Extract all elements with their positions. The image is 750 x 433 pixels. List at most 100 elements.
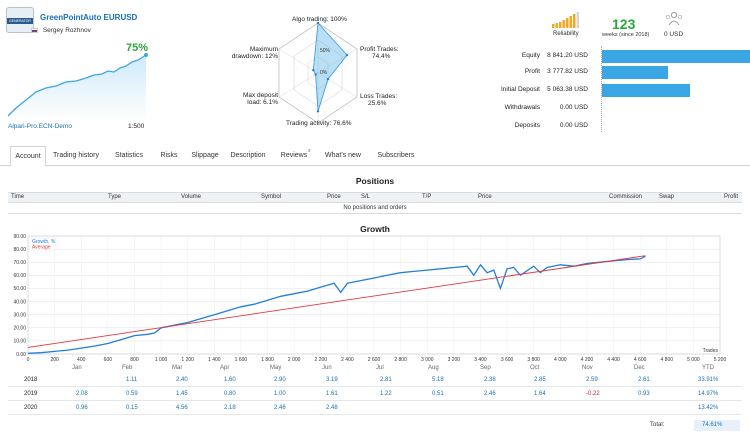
month-return: 2.46 xyxy=(484,391,496,397)
positions-title: Positions xyxy=(355,176,395,186)
x-tick-label: 4 000 xyxy=(554,357,567,363)
x-tick-label: 200 xyxy=(50,357,59,363)
radar-label-activity: Trading activity: 76.6% xyxy=(286,120,352,127)
growth-chart: 0.00 10.00 20.00 30.00 40.00 50.00 60.00 70.00 8… xyxy=(13,234,727,363)
tab-what-s-new[interactable]: What's new xyxy=(325,152,361,159)
x-tick-label: 3 400 xyxy=(474,357,487,363)
positions-header: Time Type Volume Symbol Price S/L T/P Price Comm… xyxy=(8,192,742,203)
x-tick-label: 4 200 xyxy=(581,357,594,363)
x-tick-label: 3 000 xyxy=(421,357,434,363)
month-return: 0.96 xyxy=(76,405,88,411)
radar-point xyxy=(316,22,320,25)
tab-statistics[interactable]: Statistics xyxy=(114,152,143,159)
radar-load-title: Max deposit xyxy=(242,92,278,99)
month-header: Sep xyxy=(480,365,491,371)
x-axis-label: Trades xyxy=(703,348,719,354)
month-header: Jun xyxy=(322,365,332,371)
month-return: 2.40 xyxy=(176,377,188,383)
month-header: Apr xyxy=(220,365,230,371)
x-tick-label: 1 200 xyxy=(181,357,194,363)
tab-trading-history[interactable]: Trading history xyxy=(52,152,100,159)
year-label: 2020 xyxy=(24,405,38,411)
x-tick-label: 1 000 xyxy=(155,357,168,363)
radar-loss-title: Loss Trades: xyxy=(360,93,398,100)
x-tick-label: 2 800 xyxy=(394,357,407,363)
month-return: 2.59 xyxy=(586,377,598,383)
ytd-value: 14.97% xyxy=(698,391,719,397)
tab-account[interactable]: Account xyxy=(10,146,46,167)
radar-point xyxy=(314,73,317,76)
radar-label-drawdown: Maximum drawdown: 12% xyxy=(226,46,278,60)
x-tick-label: 4 800 xyxy=(661,357,674,363)
tab-risks[interactable]: Risks xyxy=(160,152,178,159)
month-header: Oct xyxy=(530,365,540,371)
logo-label: GENERATOR xyxy=(7,18,33,24)
plot-area xyxy=(27,235,721,355)
x-tick-label: 5 200 xyxy=(714,357,727,363)
balance-value: 0.00 USD xyxy=(559,104,588,111)
positions-col-volume[interactable]: Volume xyxy=(181,194,202,200)
growth-percent: 75% xyxy=(126,42,149,54)
positions-col-swap[interactable]: Swap xyxy=(659,194,675,200)
positions-col-type[interactable]: Type xyxy=(108,194,122,200)
author-name[interactable]: Sergey Rozhnov xyxy=(42,27,91,34)
tab-description[interactable]: Description xyxy=(230,152,266,159)
positions-col-time[interactable]: Time xyxy=(11,194,25,200)
reliability-label: Reliability xyxy=(553,31,579,37)
x-tick-label: 3 800 xyxy=(527,357,540,363)
tab-bar: Account Trading history Statistics Risks Sli… xyxy=(0,146,750,167)
y-tick-label: 30.00 xyxy=(13,312,26,318)
x-tick-label: 1 400 xyxy=(208,357,221,363)
year-label: 2019 xyxy=(24,391,38,397)
month-header: Nov xyxy=(582,365,593,371)
month-header: Feb xyxy=(122,365,133,371)
month-return: 2.48 xyxy=(326,405,338,411)
tab-slippage[interactable]: Slippage xyxy=(191,152,219,159)
year-row: 2019 2.08 0.59 1.45 0.80 1.00 1.61 1.22 0.51 2.46… xyxy=(8,388,742,401)
month-return: 1.64 xyxy=(534,391,546,397)
reviews-count-badge: 3 xyxy=(308,148,311,153)
balance-bar xyxy=(602,66,668,79)
positions-col-price[interactable]: Price xyxy=(478,194,492,200)
positions-col-symbol[interactable]: Symbol xyxy=(261,194,282,200)
month-return: 2.61 xyxy=(638,377,650,383)
growth-series-line xyxy=(27,255,646,354)
radar-ring-0: 0% xyxy=(320,70,328,76)
positions-col-s-l[interactable]: S/L xyxy=(361,194,371,200)
month-return: 1.61 xyxy=(326,391,338,397)
x-tick-label: 2 600 xyxy=(368,357,381,363)
x-tick-label: 4 400 xyxy=(607,357,620,363)
broker-name[interactable]: Alpari-Pro.ECN-Demo xyxy=(8,123,72,130)
legend-box xyxy=(29,237,57,251)
month-return: 0.59 xyxy=(126,391,138,397)
positions-col-commission[interactable]: Commission xyxy=(609,194,643,200)
mini-growth-chart xyxy=(7,53,148,120)
month-return: 1.45 xyxy=(176,391,188,397)
flag-icon xyxy=(31,27,38,33)
radar-profit-title: Profit Trades: xyxy=(360,46,399,53)
strategy-title[interactable]: GreenPointAuto EURUSD xyxy=(40,13,138,22)
radar-point xyxy=(312,68,315,72)
total-value: 74.61% xyxy=(694,420,740,431)
month-header: Dec xyxy=(634,365,645,371)
author-row[interactable]: Sergey Rozhnov xyxy=(31,27,91,34)
ytd-value: 33.91% xyxy=(698,377,719,383)
radar-point xyxy=(316,110,320,113)
y-tick-label: 70.00 xyxy=(13,260,26,266)
positions-col-profit[interactable]: Profit xyxy=(724,194,739,200)
balance-value: 0.00 USD xyxy=(559,122,588,129)
positions-col-t-p[interactable]: T/P xyxy=(422,194,432,200)
x-tick-label: 600 xyxy=(104,357,113,363)
weeks-label: weeks (since 2018) xyxy=(602,32,650,38)
tab-subscribers[interactable]: Subscribers xyxy=(377,152,415,159)
x-tick-label: 4 600 xyxy=(634,357,647,363)
balance-axis xyxy=(601,46,602,132)
legend-average: Average xyxy=(32,245,51,251)
y-tick-label: 80.00 xyxy=(13,247,26,253)
month-return: 1.00 xyxy=(274,391,286,397)
x-tick-label: 400 xyxy=(77,357,86,363)
tab-reviews[interactable]: Reviews xyxy=(280,152,308,159)
positions-col-price[interactable]: Price xyxy=(327,194,341,200)
month-return: 1.22 xyxy=(380,391,392,397)
balance-label: Withdrawals xyxy=(504,104,540,111)
